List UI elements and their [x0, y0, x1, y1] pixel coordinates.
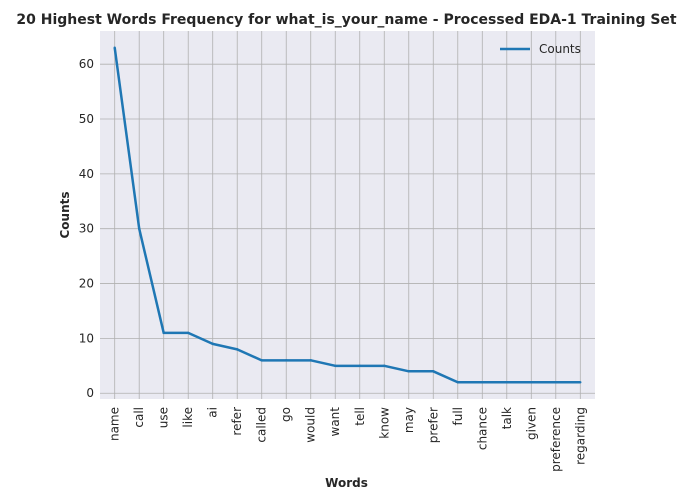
x-tick-label: may	[402, 407, 416, 433]
x-tick-label: chance	[475, 407, 489, 450]
data-point	[432, 370, 435, 373]
data-point	[383, 364, 386, 368]
data-point	[530, 381, 533, 384]
x-tick-label: full	[451, 407, 465, 426]
x-axis-label: Words	[325, 476, 368, 490]
data-point	[579, 381, 582, 384]
x-axis-ticks: name call use like ai refer called go would want t…	[108, 407, 588, 472]
x-tick-label: name	[108, 407, 122, 441]
x-tick-label: use	[157, 407, 171, 428]
data-point	[505, 381, 508, 384]
x-tick-label: preference	[549, 407, 563, 472]
data-point	[309, 359, 312, 362]
x-tick-label: go	[279, 407, 293, 422]
data-point	[456, 381, 459, 384]
y-tick-label: 0	[86, 386, 94, 400]
y-tick-label: 40	[79, 167, 94, 181]
x-tick-label: refer	[230, 407, 244, 436]
data-point	[481, 381, 484, 384]
data-point	[407, 370, 410, 373]
y-tick-label: 20	[79, 277, 94, 291]
x-tick-label: called	[255, 407, 269, 443]
x-tick-label: tell	[353, 407, 367, 426]
y-tick-label: 50	[79, 112, 94, 126]
x-tick-label: would	[304, 407, 318, 443]
legend: Counts	[500, 42, 581, 56]
plot-area	[100, 31, 595, 399]
y-tick-label: 60	[79, 57, 94, 71]
data-point	[211, 342, 214, 346]
data-point	[236, 348, 239, 351]
data-point	[285, 359, 288, 362]
data-point	[187, 331, 190, 335]
data-point	[138, 227, 141, 230]
series-line	[113, 47, 581, 384]
data-point	[554, 381, 557, 384]
y-tick-label: 30	[79, 222, 94, 236]
chart-title: 20 Highest Words Frequency for what_is_y…	[16, 12, 677, 28]
x-tick-label: regarding	[573, 407, 587, 465]
data-point	[358, 364, 361, 368]
x-tick-label: call	[132, 407, 146, 428]
data-point	[113, 46, 116, 49]
x-tick-label: want	[328, 407, 342, 437]
data-point	[162, 331, 165, 335]
y-axis-ticks: 0 10 20 30 40 50 60	[79, 57, 94, 400]
x-tick-label: like	[181, 407, 195, 428]
x-tick-label: know	[377, 407, 391, 439]
x-tick-label: given	[524, 407, 538, 440]
legend-label: Counts	[539, 42, 581, 56]
data-point	[260, 359, 263, 362]
x-tick-label: prefer	[426, 407, 440, 443]
grid-lines	[100, 31, 595, 399]
data-point	[334, 364, 337, 368]
x-tick-label: ai	[206, 407, 220, 418]
x-tick-label: talk	[500, 407, 514, 429]
y-axis-label: Counts	[58, 191, 72, 238]
y-tick-label: 10	[79, 331, 94, 345]
series-layer	[113, 46, 582, 384]
